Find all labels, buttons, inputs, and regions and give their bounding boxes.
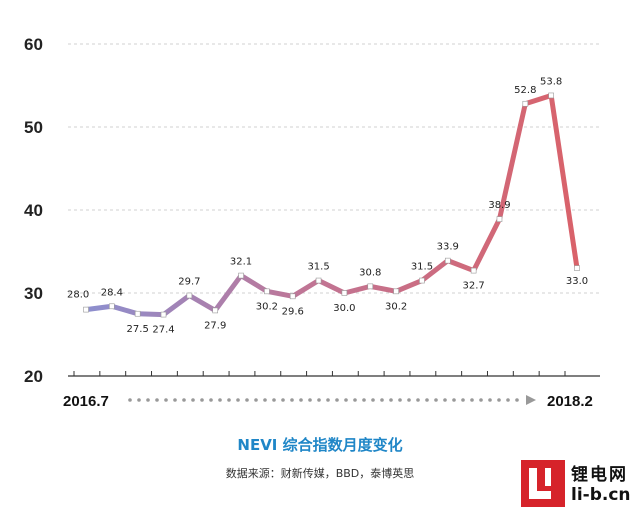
data-label: 30.2 [256,301,278,312]
data-label: 30.2 [385,301,407,312]
data-point [444,257,451,264]
data-point [160,311,167,318]
data-label: 53.8 [540,76,562,87]
y-tick-label: 20 [24,367,43,386]
data-point [496,216,503,222]
y-tick-label: 50 [24,118,43,137]
y-tick-label: 60 [24,35,43,54]
y-axis: 20 30 40 50 60 [24,35,43,386]
logo-mark-icon [521,460,565,507]
data-point [522,100,529,107]
data-label: 38.9 [488,200,510,211]
data-point [238,272,244,279]
grid-lines [68,43,600,294]
data-point [289,293,296,300]
data-point [419,277,425,284]
data-label: 27.5 [127,324,149,335]
data-label: 33.0 [566,276,588,287]
data-point [367,283,374,290]
data-label: 29.7 [178,276,200,287]
data-label: 28.4 [101,287,123,298]
data-point [109,303,115,310]
data-point [548,92,554,99]
data-point [186,292,193,299]
data-point [212,307,219,314]
series-line [83,92,580,318]
chart-title: NEVI 综合指数月度变化 [237,436,403,454]
data-labels: 28.0 28.4 27.5 27.4 29.7 27.9 32.1 30.2 29.6 31.5… [67,76,588,335]
data-label: 52.8 [514,85,536,96]
data-point [315,277,322,284]
data-label: 27.9 [204,320,226,331]
data-label: 30.0 [333,303,355,314]
series-polyline [83,92,580,318]
data-label: 30.8 [359,267,381,278]
y-tick-label: 30 [24,284,43,303]
data-label: 28.0 [67,290,89,301]
data-label: 33.9 [437,242,459,253]
arrow-right-icon [526,395,536,405]
x-range: 2016.7 2018.2 [63,393,593,410]
logo-url: li-b.cn [571,485,631,505]
data-point [134,310,141,317]
chart-subtitle: 数据来源：财新传媒，BBD，泰博英思 [225,467,415,480]
line-chart: 20 30 40 50 60 28.0 28.4 27.5 27.4 29.7 27.9 32.1 3… [24,35,600,410]
x-axis [68,371,600,377]
data-point [393,288,399,295]
data-point [264,288,270,295]
logo-name: 锂电网 [571,465,628,485]
data-label: 29.6 [282,306,304,317]
range-dotted-arrow [128,395,536,405]
y-tick-label: 40 [24,201,43,220]
x-end-label: 2018.2 [547,393,593,410]
data-points [83,92,580,318]
watermark-logo: 锂电网 li-b.cn [519,458,640,510]
data-point [574,265,580,271]
data-point [83,306,89,313]
data-label: 32.1 [230,257,252,268]
data-point [341,290,348,296]
data-label: 32.7 [462,281,484,292]
data-label: 31.5 [411,262,433,273]
x-start-label: 2016.7 [63,393,109,410]
data-label: 31.5 [307,262,329,273]
data-label: 27.4 [152,325,174,336]
data-point [470,267,477,274]
